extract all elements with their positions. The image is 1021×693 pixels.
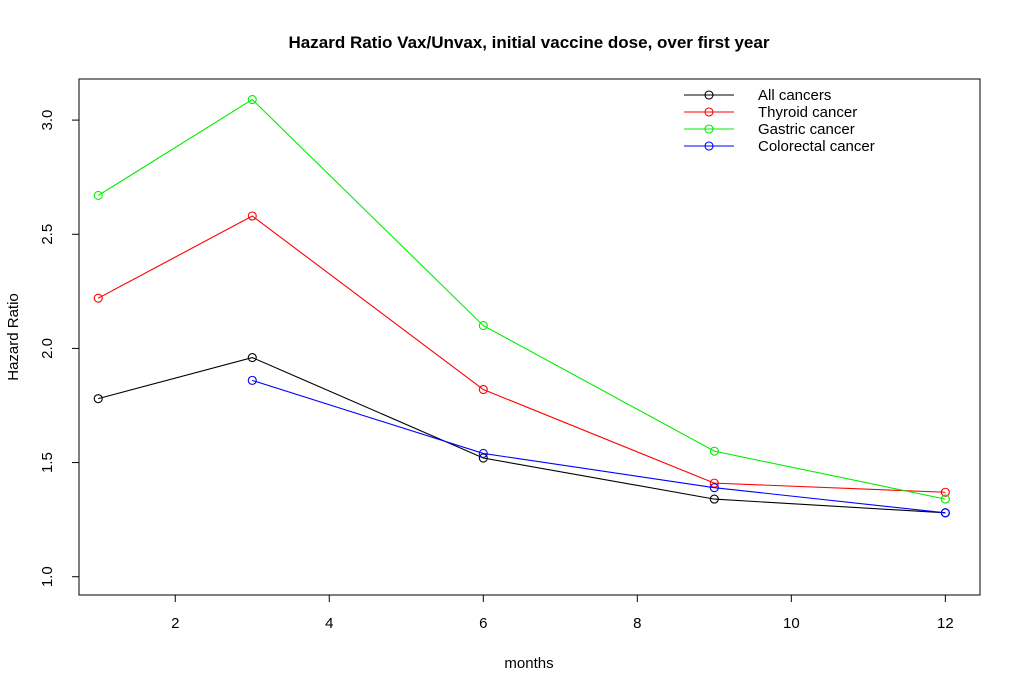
data-point [478,448,488,458]
x-tick-label: 4 [325,615,333,632]
data-point [247,94,257,105]
x-tick-label: 8 [633,615,641,632]
x-tick-label: 6 [479,615,487,632]
data-point [478,453,488,463]
plot-frame [78,78,981,596]
legend-label: Gastric cancer [758,121,855,138]
data-point [709,446,719,456]
series-line [97,98,946,500]
y-tick-label: 2.5 [39,224,56,245]
x-axis-label: months [504,655,553,672]
y-tick-label: 2.0 [39,338,56,359]
data-point [709,483,719,493]
series-line [252,379,946,514]
data-point [247,211,257,221]
data-point [940,487,950,497]
data-point [93,394,103,404]
data-point [940,508,950,518]
legend-label: Colorectal cancer [758,138,875,155]
series-line [98,356,946,514]
series-line [97,215,946,493]
y-axis-label: Hazard Ratio [5,293,22,381]
legend-marker [704,90,714,100]
legend-label: All cancers [758,87,831,104]
data-point [247,375,257,385]
chart-title: Hazard Ratio Vax/Unvax, initial vaccine … [289,33,770,52]
y-axis: 1.0 1.5 2.0 2.5 3.0 [39,110,80,587]
legend-label: Thyroid cancer [758,104,857,121]
data-point [93,190,103,200]
x-tick-label: 2 [171,615,179,632]
data-point [247,352,257,363]
legend-marker [704,124,714,134]
series-layer [93,94,950,518]
y-tick-label: 3.0 [39,110,56,131]
data-point [478,321,488,331]
x-tick-label: 10 [783,615,800,632]
x-tick-label: 12 [937,615,954,632]
data-point [940,494,950,504]
legend-marker [704,107,714,117]
y-tick-label: 1.0 [39,566,56,587]
data-point [709,494,719,504]
data-point [93,293,103,303]
y-tick-label: 1.5 [39,452,56,473]
data-point [478,384,488,395]
x-axis: 2 4 6 8 10 12 [171,594,954,632]
legend-marker [704,141,714,151]
data-point [709,478,719,488]
